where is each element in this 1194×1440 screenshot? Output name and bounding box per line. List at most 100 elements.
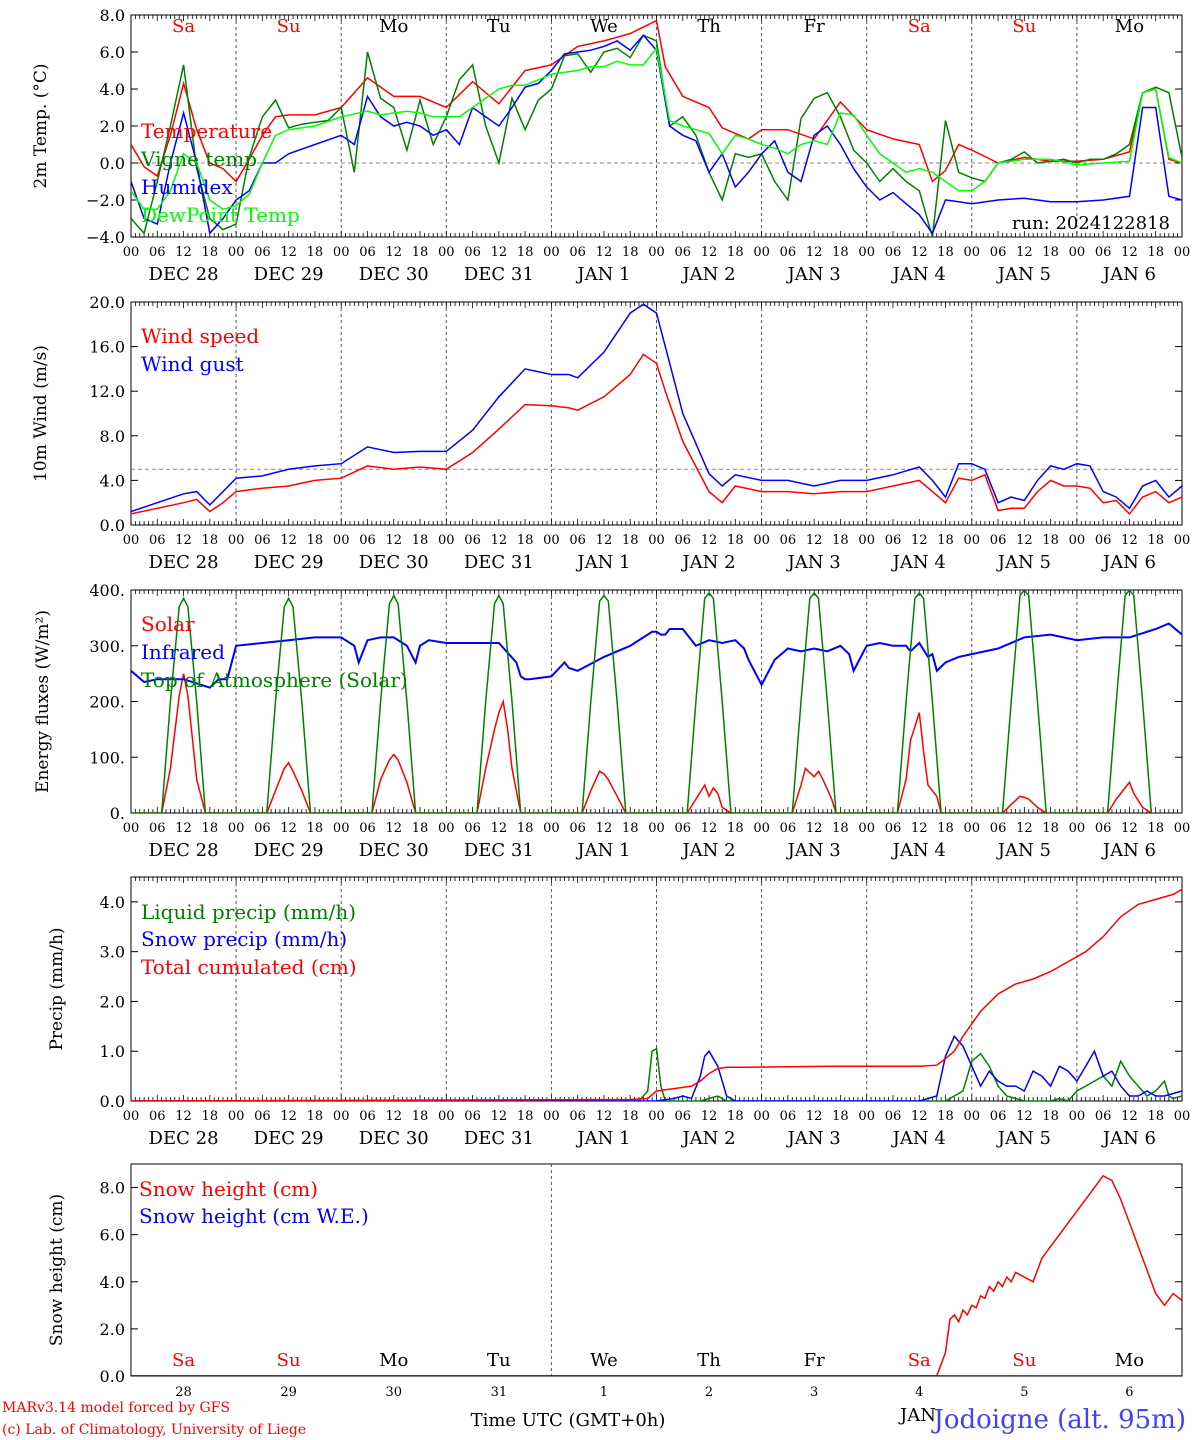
hour-tick-label: 00 — [1069, 245, 1086, 260]
legend-entry: DewPoint Temp — [141, 203, 300, 227]
date-label: JAN 6 — [1101, 552, 1156, 573]
day-name-label: Su — [277, 16, 301, 37]
hour-tick-label: 12 — [806, 245, 823, 260]
date-label: JAN 1 — [575, 552, 630, 573]
hour-tick-label: 18 — [517, 533, 534, 548]
y-tick-label: −4.0 — [86, 228, 125, 247]
hour-tick-label: 18 — [622, 1109, 639, 1124]
date-label: DEC 30 — [359, 840, 429, 861]
y-tick-label: 200. — [89, 693, 125, 712]
date-label: DEC 29 — [254, 552, 324, 573]
hour-tick-label: 00 — [438, 533, 455, 548]
date-label: JAN 2 — [680, 552, 735, 573]
hour-tick-label: 12 — [1016, 821, 1033, 836]
hour-tick-label: 12 — [280, 245, 297, 260]
hour-tick-label: 18 — [1042, 1109, 1059, 1124]
hour-tick-label: 00 — [228, 533, 245, 548]
hour-tick-label: 18 — [202, 821, 219, 836]
hour-tick-label: 06 — [464, 821, 481, 836]
date-label: JAN 3 — [786, 264, 841, 285]
y-tick-label: 8.0 — [100, 1179, 125, 1198]
date-label: JAN 5 — [996, 264, 1051, 285]
legend-entry: Infrared — [141, 640, 225, 664]
y-tick-label: 0. — [110, 804, 125, 823]
hour-tick-label: 12 — [491, 821, 508, 836]
hour-tick-label: 00 — [228, 821, 245, 836]
lab-credit: (c) Lab. of Climatology, University of L… — [2, 1422, 306, 1438]
hour-tick-label: 12 — [1121, 533, 1138, 548]
day-number-label: 30 — [385, 1385, 402, 1400]
y-axis-label: 2m Temp. (°C) — [31, 63, 51, 188]
hour-tick-label: 00 — [543, 821, 560, 836]
hour-tick-label: 06 — [1095, 1109, 1112, 1124]
y-axis-label: Snow height (cm) — [47, 1194, 67, 1346]
hour-tick-label: 18 — [412, 1109, 429, 1124]
hour-tick-label: 18 — [307, 245, 324, 260]
date-label: JAN 5 — [996, 552, 1051, 573]
y-axis-label: Energy fluxes (W/m²) — [33, 610, 53, 793]
day-number-label: 1 — [600, 1385, 608, 1400]
run-label: run: 2024122818 — [1012, 213, 1170, 234]
date-label: DEC 29 — [254, 1128, 324, 1149]
day-name-label: Sa — [172, 1350, 195, 1371]
hour-tick-label: 06 — [990, 533, 1007, 548]
series-line-dewpoint-temp — [131, 46, 1182, 211]
series-line-wind-gust — [131, 303, 1182, 513]
hour-tick-label: 06 — [780, 245, 797, 260]
legend-entry: Wind gust — [141, 352, 244, 376]
hour-tick-label: 12 — [596, 821, 613, 836]
hour-tick-label: 18 — [937, 821, 954, 836]
date-label: JAN 4 — [891, 552, 946, 573]
hour-tick-label: 00 — [438, 245, 455, 260]
hour-tick-label: 00 — [648, 245, 665, 260]
hour-tick-label: 00 — [123, 1109, 140, 1124]
y-tick-label: 6.0 — [100, 1226, 125, 1245]
hour-tick-label: 00 — [1069, 821, 1086, 836]
hour-tick-label: 00 — [543, 245, 560, 260]
series-line-vigne-temp — [131, 34, 1182, 237]
hour-tick-label: 18 — [937, 245, 954, 260]
date-label: DEC 28 — [149, 552, 219, 573]
hour-tick-label: 18 — [1042, 245, 1059, 260]
hour-tick-label: 06 — [569, 1109, 586, 1124]
day-name-label: Mo — [1115, 16, 1144, 37]
hour-tick-label: 12 — [911, 821, 928, 836]
hour-tick-label: 06 — [254, 245, 271, 260]
hour-tick-label: 06 — [569, 245, 586, 260]
date-label: DEC 31 — [464, 552, 534, 573]
hour-tick-label: 18 — [1042, 533, 1059, 548]
legend-entry: Total cumulated (cm) — [141, 955, 357, 979]
legend-entry: Vigne temp — [140, 147, 257, 171]
legend-entry: Temperature — [141, 119, 272, 143]
x-axis-label: Time UTC (GMT+0h) — [471, 1410, 666, 1431]
month-label: JAN — [898, 1405, 936, 1426]
day-name-label: Su — [1012, 16, 1036, 37]
day-number-label: 6 — [1125, 1385, 1133, 1400]
hour-tick-label: 00 — [1174, 1109, 1191, 1124]
hour-tick-label: 00 — [438, 1109, 455, 1124]
hour-tick-label: 00 — [858, 1109, 875, 1124]
day-name-label: Mo — [379, 16, 408, 37]
y-tick-label: 0.0 — [100, 1367, 125, 1386]
plot-frame — [130, 301, 1183, 526]
date-label: DEC 29 — [254, 264, 324, 285]
hour-tick-label: 12 — [175, 1109, 192, 1124]
day-name-label: We — [590, 1350, 618, 1371]
panel-1: 8.0 6.0 4.0 2.0 0.0 −2.0 −4.0 2m Temp. (°C) Sa Su… — [31, 6, 1190, 285]
hour-tick-label: 00 — [964, 245, 981, 260]
date-label: JAN 4 — [891, 840, 946, 861]
hour-tick-label: 06 — [885, 821, 902, 836]
hour-tick-label: 18 — [727, 533, 744, 548]
hour-tick-label: 12 — [911, 533, 928, 548]
hour-tick-label: 12 — [911, 1109, 928, 1124]
hour-tick-label: 12 — [911, 245, 928, 260]
hour-tick-label: 06 — [1095, 821, 1112, 836]
legend-entry: Top of Atmosphere (Solar) — [141, 668, 408, 692]
day-name-label: Tu — [487, 1350, 511, 1371]
hour-tick-label: 18 — [307, 821, 324, 836]
legend-entry: Snow height (cm) — [139, 1177, 318, 1201]
hour-tick-label: 18 — [202, 245, 219, 260]
y-tick-label: 4.0 — [100, 471, 125, 490]
hour-tick-label: 18 — [517, 821, 534, 836]
series-line-snow-height-cm — [131, 1174, 1182, 1376]
